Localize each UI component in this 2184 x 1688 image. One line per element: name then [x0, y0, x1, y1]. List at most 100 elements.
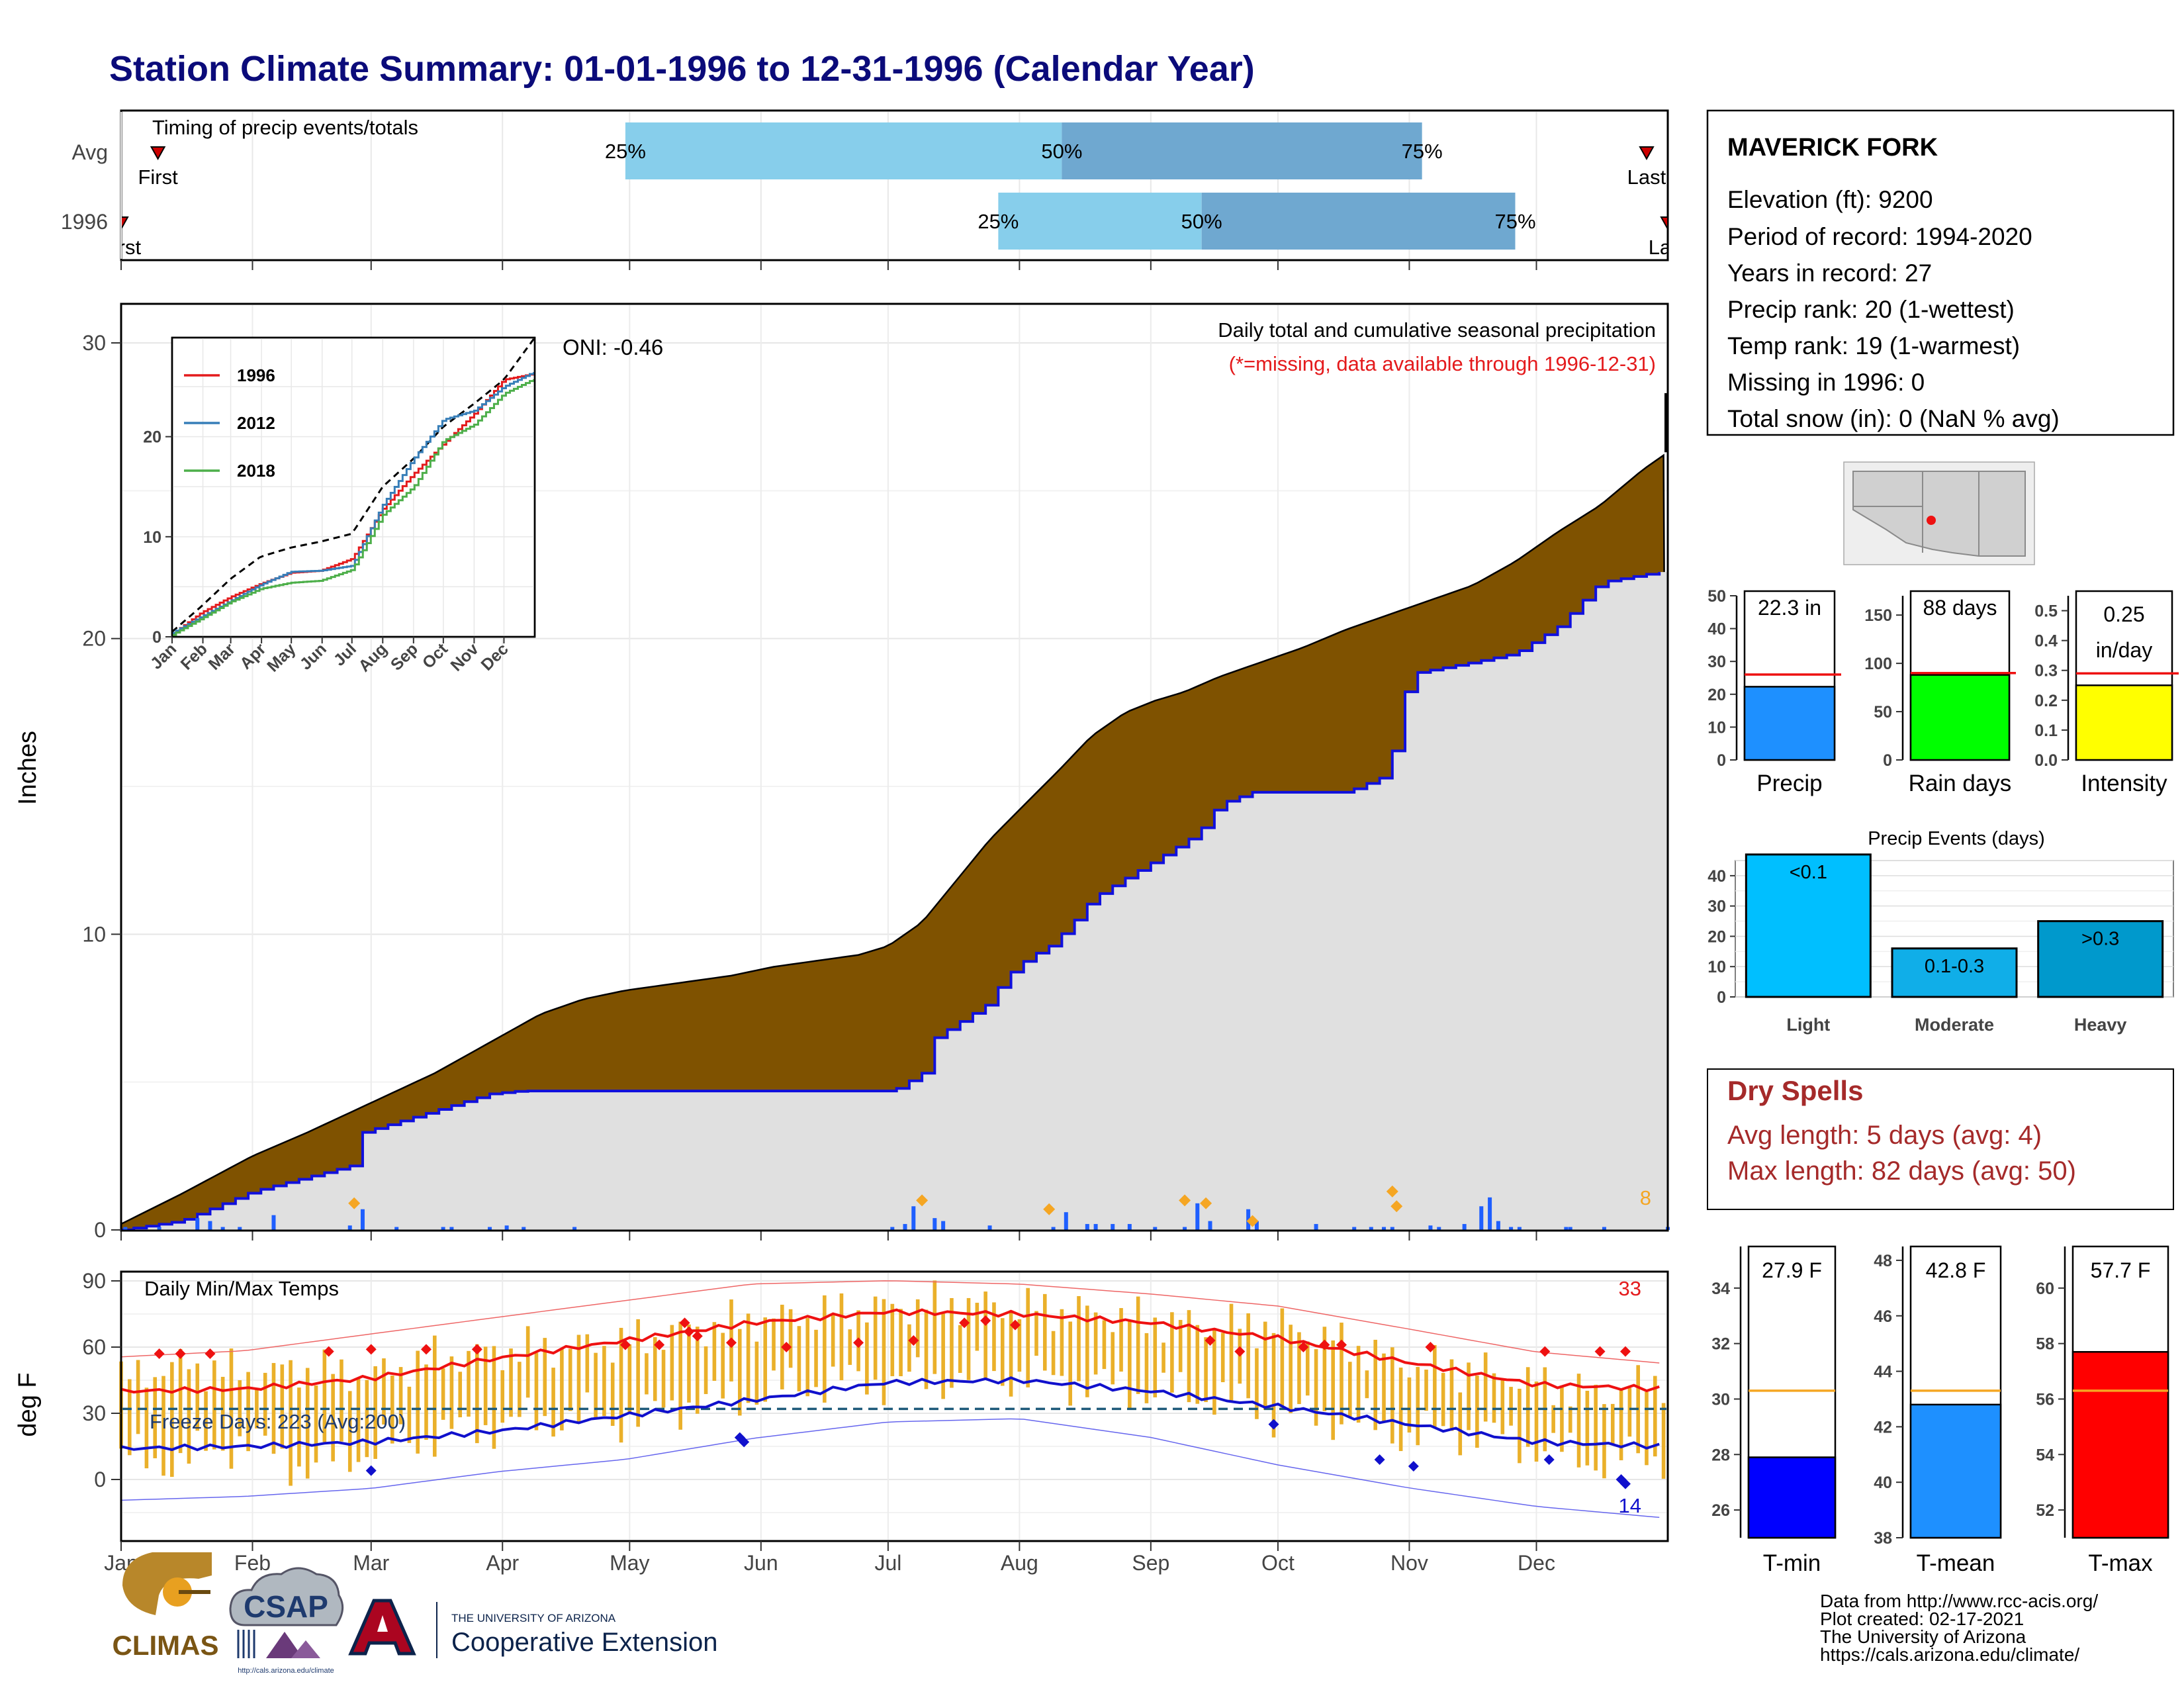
daily-precip-bar	[1208, 1221, 1212, 1230]
record-high-marker	[683, 1326, 694, 1337]
daily-temp-bar	[1000, 1318, 1005, 1386]
mini-bar-value	[1909, 674, 2011, 761]
mini-bar-tick-label: 0.3	[2034, 662, 2058, 680]
record-low-marker	[1374, 1454, 1385, 1465]
daily-temp-bar	[983, 1291, 987, 1380]
daily-temp-bar	[1568, 1406, 1572, 1433]
daily-temp-bar	[1441, 1373, 1445, 1427]
oni-value: ONI: -0.46	[563, 335, 663, 359]
temperature-y-axis-label: deg F	[14, 1372, 42, 1436]
daily-temp-bar	[1128, 1319, 1132, 1409]
temp-bar-name: T-min	[1763, 1550, 1821, 1576]
temp-bar-tick-label: 28	[1711, 1446, 1730, 1464]
record-low-marker	[1619, 1478, 1631, 1489]
dry-spells-max: Max length: 82 days (avg: 50)	[1727, 1156, 2076, 1186]
record-high-marker	[1425, 1342, 1436, 1352]
locator-map	[1843, 461, 2035, 565]
daily-temp-bar	[1119, 1308, 1123, 1372]
daily-temp-bar	[653, 1336, 657, 1401]
record-high-marker	[323, 1346, 334, 1357]
record-high-marker	[471, 1344, 482, 1355]
university-of-arizona-logo: THE UNIVERSITY OF ARIZONA Cooperative Ex…	[348, 1599, 717, 1658]
mini-bar-tick-label: 50	[1707, 587, 1726, 606]
daily-precip-bar	[347, 1225, 352, 1230]
precip-ytick-label: 0	[94, 1218, 106, 1242]
mini-bar-tick-label: 30	[1707, 653, 1726, 671]
record-high-marker	[1319, 1339, 1330, 1350]
events-category-label: Light	[1786, 1015, 1830, 1035]
mini-bar-rain-days: 0 50 100 150 88 days Rain days	[1864, 590, 2016, 796]
daily-precip-bar	[890, 1227, 895, 1230]
mini-bar-tick-label: 0	[1883, 751, 1892, 770]
daily-precip-bar	[1382, 1227, 1387, 1230]
daily-temp-bar	[645, 1353, 649, 1395]
inset-frame	[171, 336, 536, 638]
station-info-box: MAVERICK FORK Elevation (ft): 9200 Perio…	[1706, 109, 2175, 436]
footer-plot-created: Plot created: 02-17-2021	[1820, 1609, 2024, 1629]
daily-temp-bar	[161, 1376, 165, 1476]
footer-data-source: Data from http://www.rcc-acis.org/	[1820, 1591, 2098, 1611]
daily-temp-bar	[1322, 1327, 1327, 1411]
daily-temp-bar	[382, 1358, 386, 1425]
record-low-marker	[1408, 1461, 1419, 1472]
daily-temp-bar	[933, 1280, 937, 1374]
csap-logo-url: http://cals.arizona.edu/climate	[238, 1667, 334, 1675]
daily-temp-bar	[289, 1360, 293, 1486]
daily-precip-bar	[903, 1224, 907, 1230]
daily-temp-bar	[1560, 1385, 1564, 1452]
daily-temp-bar	[314, 1385, 318, 1463]
temperature-title: Daily Min/Max Temps	[144, 1277, 339, 1300]
record-high-marker	[908, 1335, 919, 1346]
timing-box-lower	[625, 122, 1062, 179]
daily-temp-bar	[1009, 1310, 1013, 1397]
daily-temp-bar	[975, 1303, 979, 1351]
daily-temp-bar	[805, 1318, 810, 1397]
daily-temp-bar	[373, 1366, 377, 1459]
temp-bar-value	[2071, 1350, 2169, 1539]
daily-temp-bar	[1051, 1331, 1056, 1376]
temp-bar-tick-label: 32	[1711, 1335, 1730, 1354]
daily-temp-bar	[1534, 1381, 1539, 1462]
ua-big-text: Cooperative Extension	[451, 1628, 717, 1657]
daily-precip-bar	[1153, 1227, 1158, 1230]
daily-temp-bar	[1483, 1352, 1488, 1422]
mini-bar-tick-label: 0.4	[2034, 632, 2058, 651]
daily-temp-bar	[1220, 1333, 1225, 1382]
mini-bar-precip: 0 10 20 30 40 50 22.3 in Precip	[1707, 587, 1841, 796]
daily-precip-bar	[488, 1227, 492, 1230]
daily-temp-bar	[212, 1360, 216, 1450]
daily-precip-bar	[441, 1227, 445, 1230]
heavy-precip-marker	[916, 1194, 929, 1207]
daily-temp-bar	[1424, 1370, 1428, 1411]
timing-q25-label: 25%	[605, 140, 646, 163]
record-high-marker	[1205, 1335, 1216, 1346]
daily-temp-bar	[746, 1313, 751, 1403]
heavy-precip-marker	[1246, 1215, 1259, 1227]
daily-temp-bar	[839, 1293, 844, 1380]
footer-university: The University of Arizona	[1820, 1626, 2026, 1647]
record-high-marker	[1619, 1346, 1631, 1357]
daily-precip-bar	[271, 1215, 276, 1230]
record-high-marker	[853, 1337, 864, 1348]
station-period: Period of record: 1994-2020	[1727, 223, 2032, 250]
daily-temp-bar	[1340, 1323, 1343, 1425]
daily-temp-bar	[416, 1350, 420, 1454]
daily-precip-bar	[449, 1227, 454, 1230]
daily-temp-bar	[407, 1386, 412, 1443]
temp-bar-tick-label: 42	[1874, 1418, 1892, 1436]
daily-temp-bar	[636, 1319, 640, 1427]
daily-temp-bar	[204, 1391, 208, 1451]
daily-temp-bar	[627, 1344, 632, 1414]
month-label: Jun	[744, 1551, 778, 1575]
month-label: May	[610, 1551, 649, 1575]
events-bar-heavy	[2037, 920, 2164, 998]
record-high-marker	[725, 1337, 737, 1348]
precip-y-axis-label: Inches	[14, 731, 42, 805]
freeze-days-text: Freeze Days: 223 (Avg:200)	[150, 1410, 406, 1433]
daily-temp-bar	[797, 1326, 801, 1391]
temp-bar-value	[1747, 1456, 1837, 1539]
daily-temp-bar	[1280, 1308, 1285, 1408]
record-low-marker	[365, 1465, 377, 1476]
daily-temp-bar	[958, 1325, 962, 1374]
